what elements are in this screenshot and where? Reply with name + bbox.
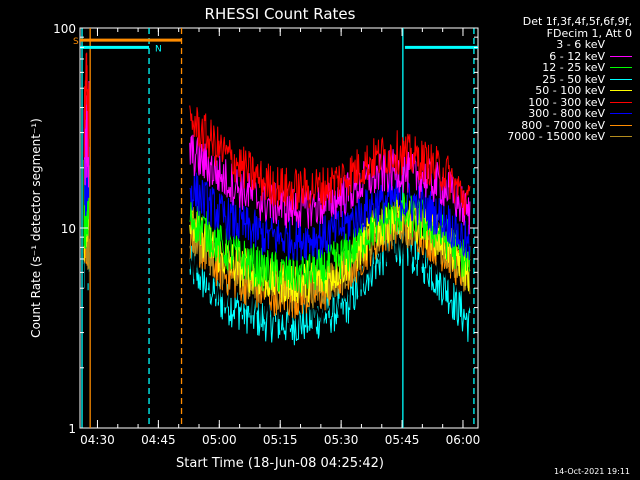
flags-layer: SN — [73, 37, 478, 54]
x-tick-label-3: 05:15 — [263, 433, 298, 447]
flag-label-S: S — [73, 37, 79, 47]
legend-label: 800 - 7000 keV — [521, 118, 605, 132]
flag-label-N: N — [155, 44, 162, 54]
legend-item: 3 - 6 keV — [470, 39, 632, 51]
legend-header-1: Det 1f,3f,4f,5f,6f,9f, — [522, 15, 632, 28]
legend-item: 100 - 300 keV — [470, 95, 632, 109]
series-line-5 — [189, 105, 471, 216]
legend-label: 50 - 100 keV — [535, 84, 605, 97]
legend-item: 50 - 100 keV — [470, 85, 632, 97]
legend-swatch — [610, 67, 632, 69]
legend-item: 7000 - 15000 keV — [470, 131, 632, 143]
y-tick-label-2: 100 — [53, 22, 76, 36]
chart-title: RHESSI Count Rates — [205, 5, 356, 23]
x-axis-label: Start Time (18-Jun-08 04:25:42) — [176, 456, 384, 471]
timestamp: 14-Oct-2021 19:11 — [554, 467, 630, 476]
x-tick-label-6: 06:00 — [446, 433, 481, 447]
legend-swatch — [610, 101, 632, 103]
legend-label: 7000 - 15000 keV — [507, 130, 605, 143]
x-tick-label-1: 04:45 — [141, 433, 176, 447]
legend-label: 3 - 6 keV — [556, 38, 605, 51]
legend-label: 25 - 50 keV — [542, 72, 605, 86]
x-tick-label-5: 05:45 — [385, 433, 420, 447]
series-line-6 — [189, 172, 471, 261]
legend-label: 12 - 25 keV — [542, 61, 605, 74]
y-axis-label: Count Rate (s⁻¹ detector segment⁻¹) — [29, 118, 43, 338]
legend-item: 6 - 12 keV — [470, 49, 632, 63]
marker-lines — [81, 28, 475, 428]
legend-swatch — [610, 90, 632, 92]
legend-label: 100 - 300 keV — [528, 95, 605, 109]
legend-label: 300 - 800 keV — [528, 107, 605, 120]
legend-label: 6 - 12 keV — [549, 49, 605, 63]
legend-swatch — [610, 113, 632, 115]
legend-swatch — [610, 55, 632, 57]
x-tick-label-4: 05:30 — [324, 433, 359, 447]
legend-swatch — [610, 124, 632, 126]
legend: Det 1f,3f,4f,5f,6f,9f, FDecim 1, Att 0 3… — [470, 16, 632, 143]
axes-layer: 04:30 04:45 05:00 05:15 05:30 05:45 06:00 1 10 10… — [53, 22, 480, 447]
y-tick-label-0: 1 — [68, 422, 76, 436]
series-layer — [83, 52, 471, 346]
legend-header-2: FDecim 1, Att 0 — [546, 26, 632, 40]
x-tick-label-2: 05:00 — [202, 433, 237, 447]
x-tick-label-0: 04:30 — [80, 433, 115, 447]
legend-swatch — [610, 43, 632, 46]
series-spike-5 — [83, 52, 90, 158]
y-tick-label-1: 10 — [61, 222, 76, 236]
legend-swatch — [610, 78, 632, 80]
legend-item: 25 - 50 keV — [470, 72, 632, 86]
legend-item: 12 - 25 keV — [470, 62, 632, 74]
legend-item: 800 - 7000 keV — [470, 118, 632, 132]
legend-swatch — [610, 136, 632, 138]
legend-item: 300 - 800 keV — [470, 108, 632, 120]
